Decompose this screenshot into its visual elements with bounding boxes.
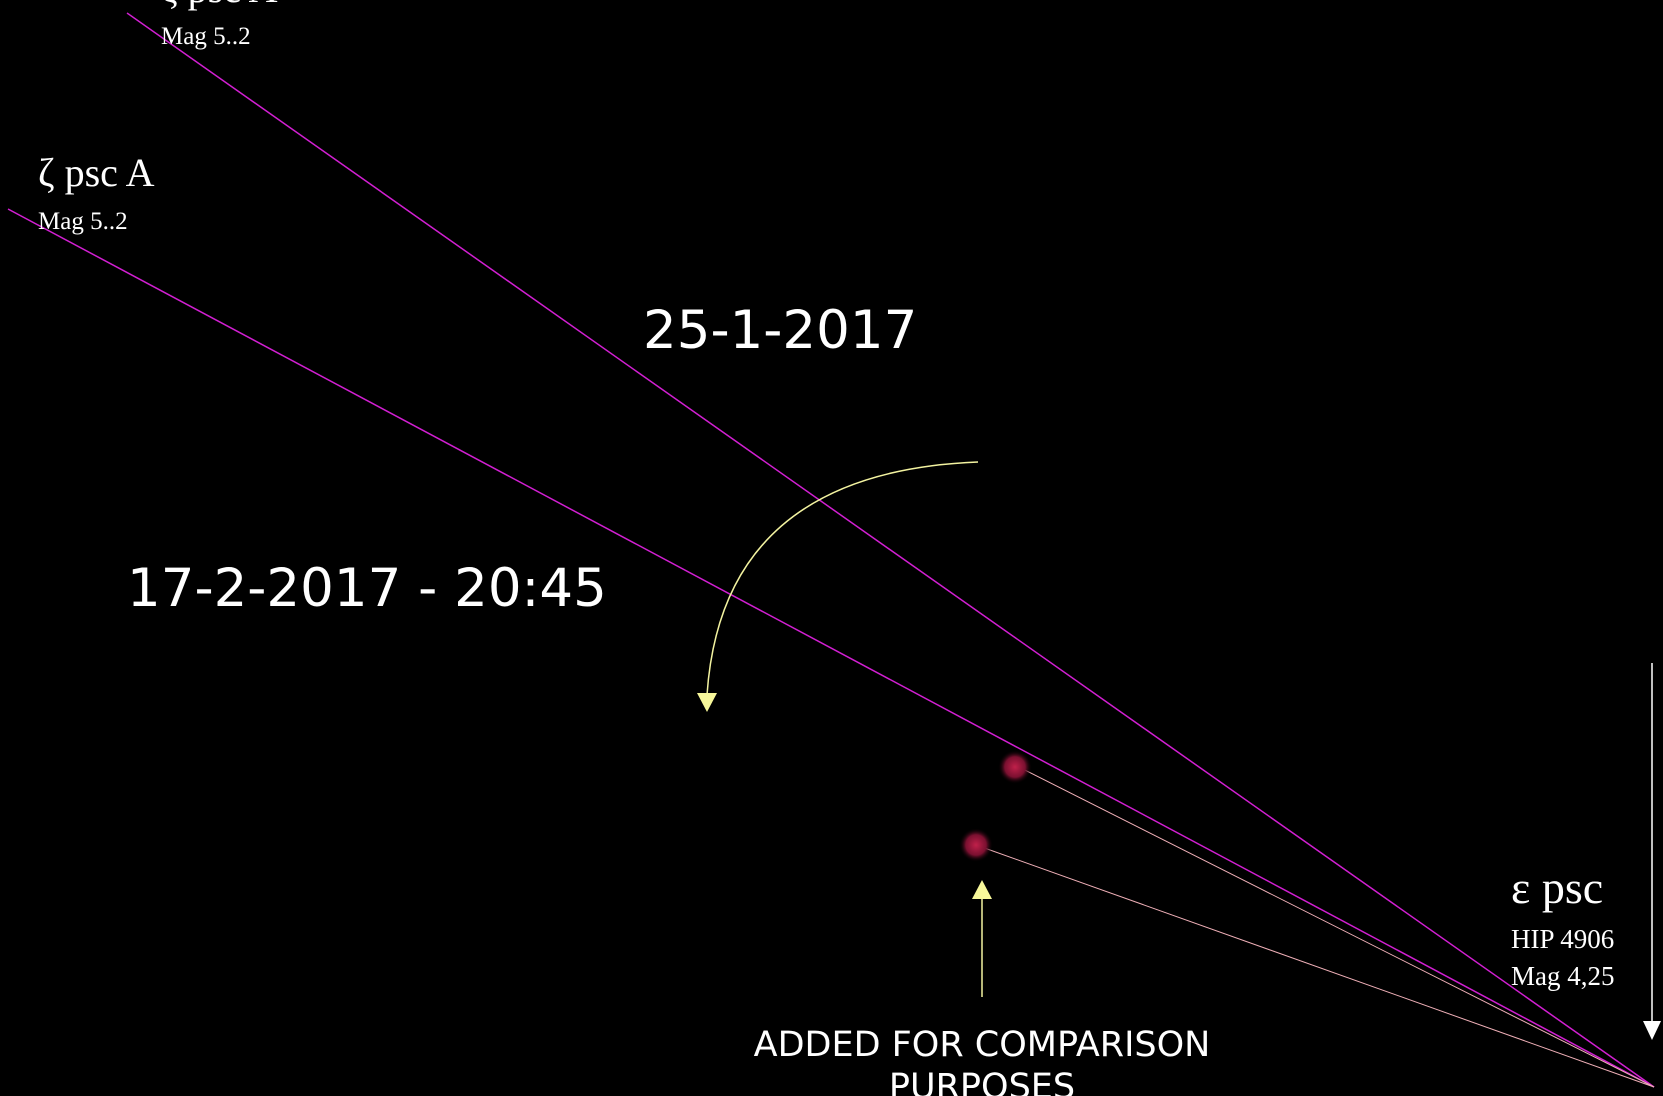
star-detail: Mag 4,25 [1511, 961, 1615, 991]
annotation: ADDED FOR COMPARISON [754, 1025, 1211, 1065]
arrow-head [972, 880, 992, 899]
motion-arrow [706, 461, 979, 696]
comparison-line [975, 844, 1655, 1088]
annotation: PURPOSES [889, 1067, 1075, 1096]
date-label: 25-1-2017 [643, 300, 917, 361]
comparison-line [1012, 763, 1655, 1088]
star-detail: HIP 4906 [1511, 924, 1614, 954]
star-name: ζ psc A [38, 150, 155, 195]
star-name: ε psc [1511, 862, 1603, 913]
arrow-head [697, 693, 717, 712]
sightline [126, 12, 1655, 1088]
star-detail: Mag 5..2 [38, 208, 128, 235]
star-detail: Mag 5..2 [161, 23, 251, 50]
sightline [7, 208, 1655, 1088]
red-spot [998, 750, 1032, 784]
date-label: 17-2-2017 - 20:45 [127, 558, 607, 619]
star-name: ζ psc A [161, 0, 278, 11]
arrow-head [1643, 1021, 1661, 1040]
red-spot [959, 828, 993, 862]
